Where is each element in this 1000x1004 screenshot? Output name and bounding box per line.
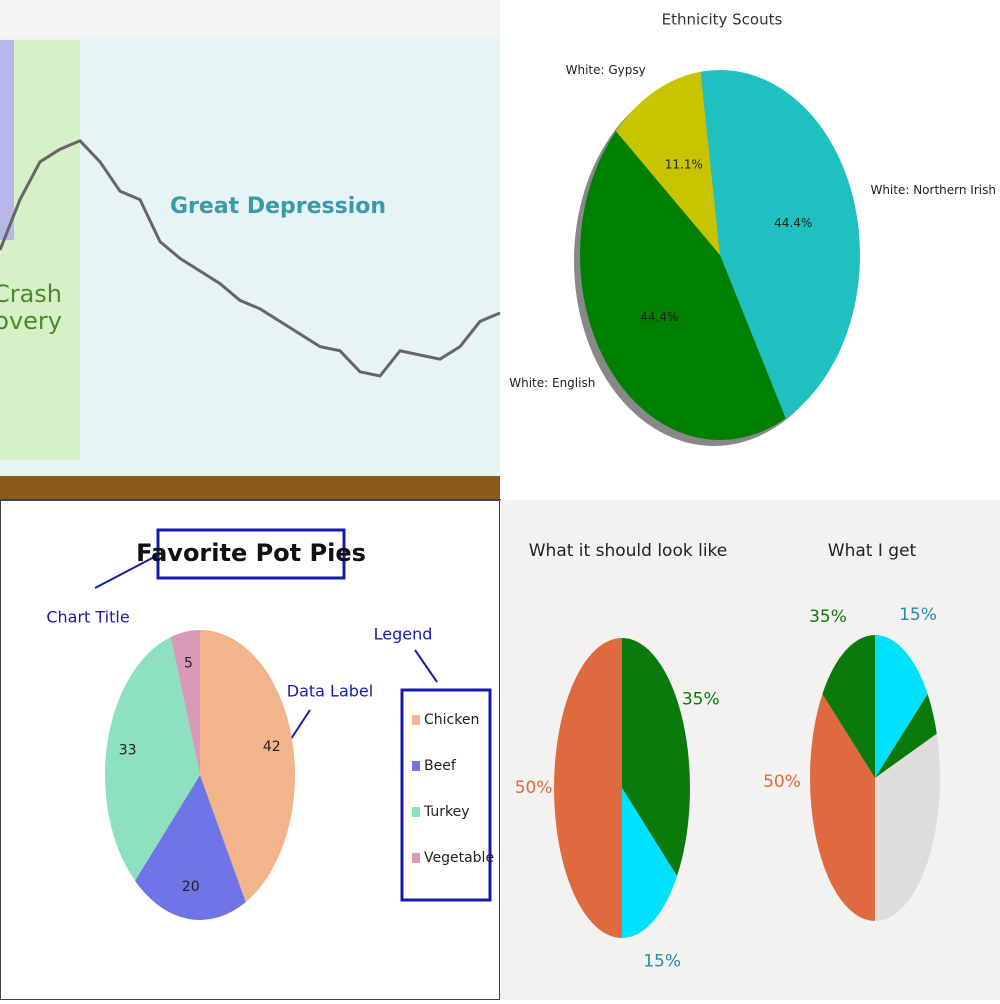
- legend-label: Vegetable: [424, 850, 494, 866]
- legend-label: Beef: [424, 758, 457, 774]
- pie-slice: [875, 693, 937, 778]
- data-label: 11.1%: [665, 158, 703, 172]
- pie-slice: [170, 630, 200, 775]
- pie-slice: [700, 69, 860, 419]
- legend-label: Turkey: [423, 804, 470, 820]
- legend-swatch: [412, 853, 420, 863]
- annotation: 15%: [899, 605, 937, 625]
- data-label: 35%: [682, 689, 720, 709]
- pie-slice: [134, 775, 246, 920]
- legend-swatch: [412, 715, 420, 725]
- pie-slice: [615, 71, 720, 255]
- chart-title: What I get: [828, 541, 917, 561]
- pie-slice: [104, 637, 200, 881]
- data-label: 50%: [515, 778, 553, 798]
- pie-slice: [810, 693, 875, 921]
- chart-title: Favorite Pot Pies: [136, 539, 366, 567]
- category-label: White: English: [509, 376, 595, 390]
- data-label: 44.4%: [774, 216, 812, 230]
- pointer: [414, 649, 438, 683]
- pie-slice: [554, 638, 622, 938]
- annotation: Chart Title: [46, 608, 129, 627]
- data-label: 42: [263, 739, 281, 755]
- data-label: 15%: [643, 952, 681, 972]
- annotation: 50%: [763, 772, 801, 792]
- line: [0, 139, 501, 378]
- chart-title: Ethnicity Scouts: [662, 11, 783, 29]
- pie-slice: [622, 788, 678, 938]
- crash-band: [0, 40, 14, 240]
- data-label: 33: [119, 742, 137, 758]
- annotation: Crash: [0, 280, 62, 308]
- pie-slice: [200, 630, 296, 903]
- pie-slice: [875, 635, 928, 778]
- data-label: 5: [184, 655, 193, 671]
- chart-title: What it should look like: [529, 541, 728, 561]
- annotation: 35%: [809, 607, 847, 627]
- toolbar: [0, 0, 500, 38]
- annotation: Recovery: [0, 307, 62, 335]
- category-label: White: Northern Irish: [870, 183, 996, 197]
- pie-slice: [580, 131, 786, 441]
- statusbar: [0, 476, 500, 500]
- legend-label: Chicken: [424, 712, 479, 728]
- legend-swatch: [412, 807, 420, 817]
- data-label: 20: [182, 879, 200, 895]
- pointer: [94, 554, 159, 589]
- title-box: [156, 528, 346, 580]
- panel-bg: [0, 0, 500, 500]
- charts: Great Depression CrashRecovery 44.4% White:…: [0, 11, 996, 972]
- category-label: White: Gypsy: [566, 63, 646, 77]
- pie-slice: [622, 638, 690, 877]
- panel-bg: [0, 499, 501, 1001]
- pie-slice: [875, 733, 940, 921]
- pie-slice: [822, 635, 875, 778]
- annotation: Legend: [374, 625, 433, 644]
- data-label: 44.4%: [640, 310, 678, 324]
- legend-swatch: [412, 761, 420, 771]
- legend-box: [400, 688, 492, 902]
- annotation: Data Label: [287, 682, 373, 701]
- annotation: Great Depression: [170, 194, 386, 219]
